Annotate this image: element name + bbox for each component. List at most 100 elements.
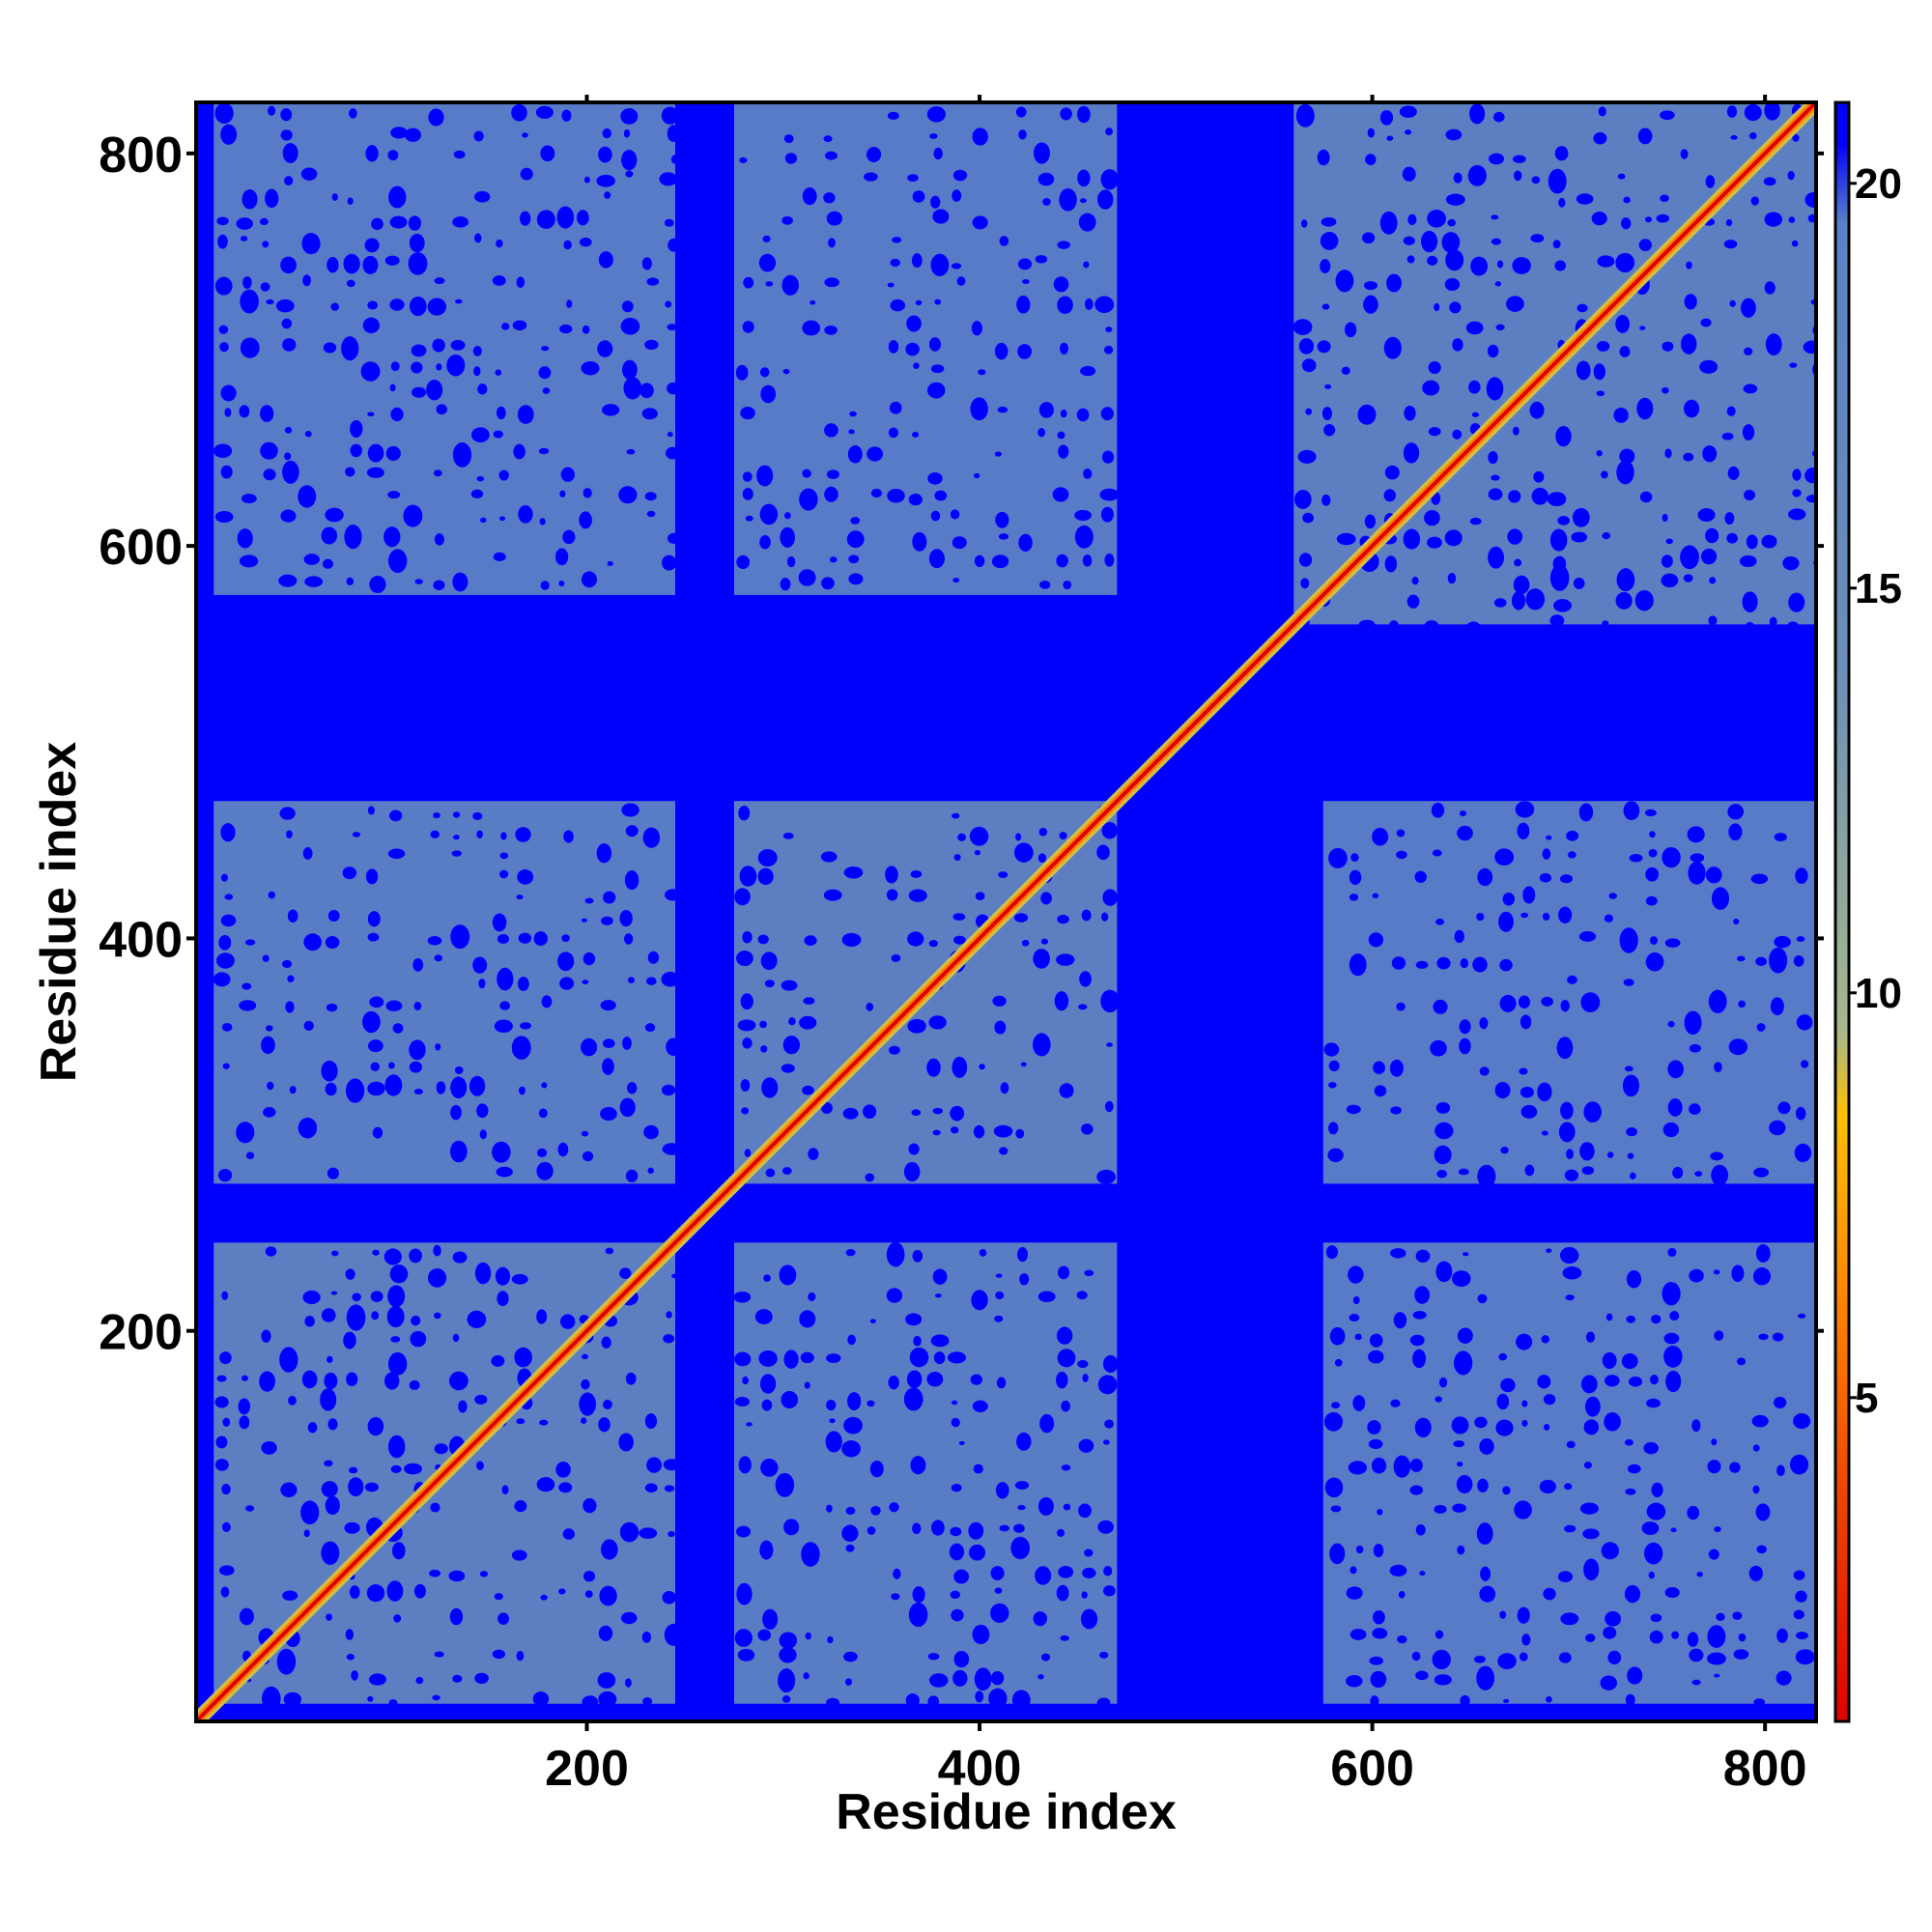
contact-block-gap	[581, 571, 598, 588]
contact-block-gap	[1357, 404, 1377, 425]
contact-block-gap	[927, 382, 946, 399]
contact-block-gap	[1363, 295, 1378, 314]
contact-block-gap	[734, 1396, 751, 1406]
contact-block-gap	[742, 487, 753, 500]
contact-block-gap	[1517, 1606, 1530, 1624]
contact-block-gap	[1690, 853, 1705, 863]
contact-block-gap	[781, 1064, 795, 1073]
contact-block-gap	[239, 554, 259, 568]
contact-block-gap	[1099, 1651, 1109, 1659]
contact-block-gap	[1571, 531, 1588, 543]
contact-block-gap	[1370, 1670, 1387, 1689]
contact-block-gap	[1084, 1269, 1094, 1277]
contact-block-gap	[300, 1500, 320, 1525]
contact-block-gap	[220, 384, 237, 402]
contact-block-gap	[979, 1249, 987, 1257]
contact-block-gap	[1436, 1170, 1448, 1179]
contact-block-gap	[410, 1330, 427, 1348]
contact-block-gap	[282, 959, 293, 969]
contact-block-gap	[1650, 1613, 1662, 1623]
contact-block-gap	[843, 1651, 858, 1662]
contact-block-gap	[218, 325, 229, 334]
contact-block-gap	[1793, 1413, 1811, 1430]
contact-block-gap	[870, 1505, 881, 1516]
contact-block-gap	[602, 128, 611, 139]
contact-block-gap	[1807, 213, 1816, 223]
contact-block-gap	[870, 488, 883, 498]
contact-block-gap	[1645, 895, 1658, 906]
contact-block-gap	[239, 405, 250, 418]
contact-block-gap	[1751, 1414, 1769, 1428]
contact-block-gap	[563, 240, 572, 250]
contact-block-gap	[892, 237, 902, 243]
contact-block-gap	[1022, 279, 1030, 284]
contact-block-gap	[388, 1062, 395, 1069]
contact-block-gap	[1105, 128, 1114, 136]
contact-block-gap	[473, 130, 484, 142]
contact-block-gap	[1438, 1377, 1448, 1388]
contact-block-gap	[239, 1000, 257, 1011]
contact-block-gap	[781, 274, 799, 296]
contact-block-gap	[1557, 1571, 1574, 1582]
contact-block-gap	[1581, 1166, 1595, 1176]
contact-block-gap	[759, 367, 770, 378]
contact-block-gap	[885, 866, 898, 884]
contact-block-gap	[346, 1653, 355, 1661]
contact-block-gap	[1033, 1033, 1051, 1057]
contact-block-gap	[779, 1646, 797, 1663]
contact-block-gap	[237, 528, 253, 549]
contact-block-gap	[908, 1143, 920, 1155]
contact-block-gap	[1056, 1372, 1068, 1389]
contact-block-gap	[347, 197, 354, 205]
contact-block-gap	[496, 239, 503, 248]
contact-block-gap	[513, 443, 526, 460]
contact-block-gap	[452, 1251, 468, 1264]
contact-block-gap	[1605, 1313, 1613, 1321]
contact-block-gap	[913, 362, 920, 369]
contact-block-gap	[1057, 296, 1073, 314]
contact-block-gap	[779, 1264, 797, 1286]
contact-block-gap	[1732, 1611, 1743, 1620]
contact-block-gap	[1602, 532, 1611, 540]
contact-block-gap	[1700, 548, 1718, 565]
contact-block-gap	[864, 172, 878, 182]
contact-block-gap	[1531, 176, 1541, 185]
contact-block-gap	[236, 217, 253, 230]
contact-block-gap	[1094, 296, 1115, 313]
contact-block-gap	[1792, 133, 1800, 142]
contact-block-gap	[1074, 509, 1092, 521]
contact-block-gap	[1374, 1085, 1387, 1097]
contact-block-gap	[927, 1653, 940, 1661]
contact-block-gap	[1565, 1149, 1574, 1159]
contact-block-gap	[219, 342, 229, 353]
contact-block-gap	[1637, 128, 1653, 145]
contact-block-gap	[582, 1695, 599, 1710]
contact-block-gap	[1493, 598, 1507, 608]
contact-block-gap	[1549, 528, 1568, 552]
contact-block-gap	[642, 827, 661, 848]
contact-block-gap	[1406, 594, 1420, 609]
contact-block-gap	[825, 1431, 842, 1453]
contact-block-gap	[360, 361, 381, 382]
contact-block-gap	[364, 1482, 379, 1492]
contact-block-gap	[1639, 491, 1653, 503]
contact-block-gap	[1352, 1395, 1366, 1411]
contact-block-gap	[1741, 298, 1756, 318]
contact-block-gap	[951, 1400, 958, 1406]
contact-block-gap	[1645, 952, 1664, 972]
contact-block-gap	[1792, 469, 1802, 481]
contact-block-gap	[1428, 360, 1441, 375]
contact-block-gap	[367, 911, 381, 927]
contact-block-gap	[276, 1648, 297, 1675]
contact-block-gap	[1058, 444, 1069, 459]
contact-block-gap	[1672, 1166, 1684, 1179]
contact-block-gap	[667, 324, 677, 331]
contact-block-gap	[742, 1376, 749, 1385]
contact-block-gap	[434, 1651, 444, 1658]
contact-block-gap	[1554, 260, 1567, 271]
x-tick-label: 800	[1723, 1741, 1807, 1797]
contact-block-gap	[1059, 1083, 1074, 1098]
contact-block-gap	[384, 255, 400, 266]
contact-block-gap	[886, 1241, 905, 1267]
contact-block-gap	[1444, 529, 1463, 547]
